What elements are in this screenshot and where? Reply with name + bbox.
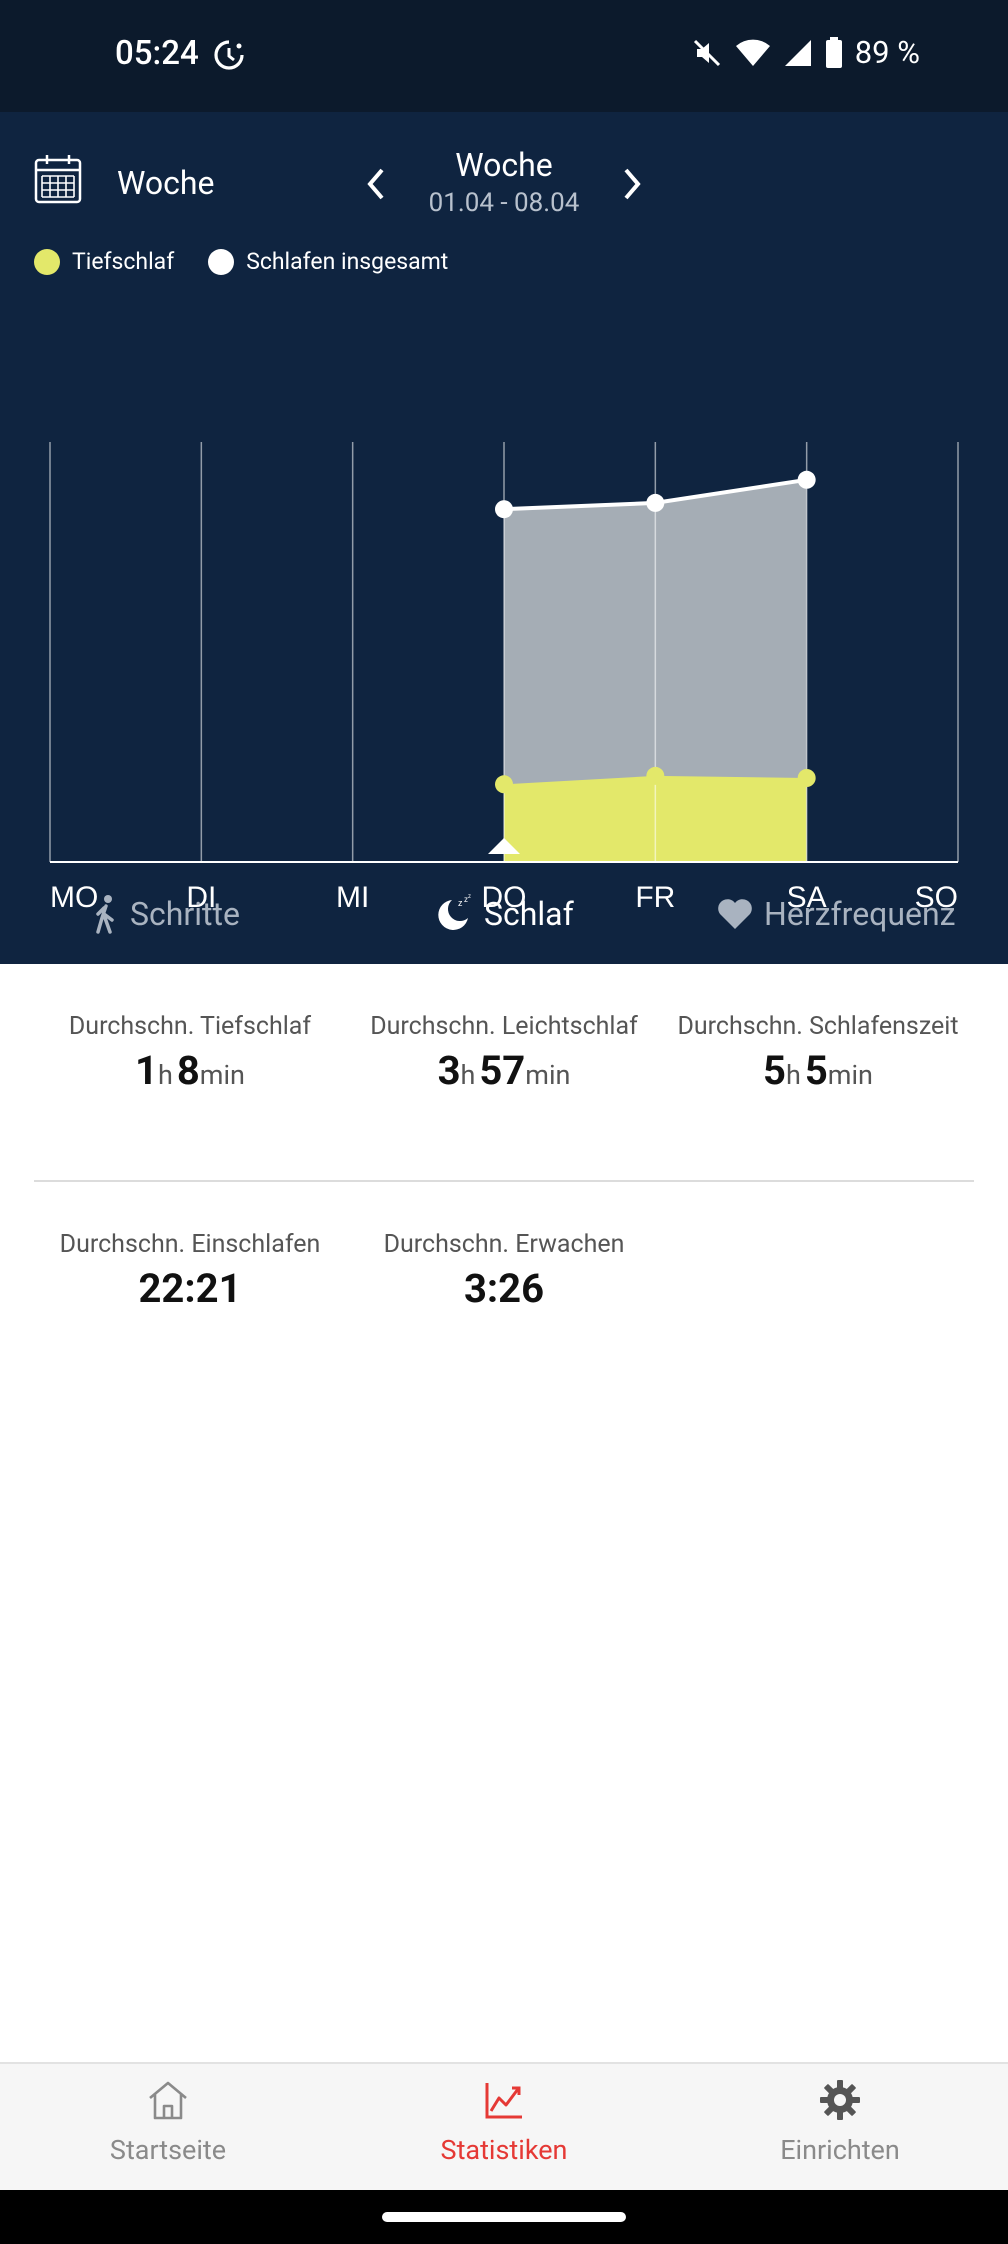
sleep-area-chart: MO DI MI DO FR SA SO [49,442,959,914]
mute-icon [693,39,720,66]
stat-light-sleep: Durchschn. Leichtschlaf 3h 57min [354,1012,654,1094]
legend-item-deep-sleep: Tiefschlaf [34,248,174,275]
legend-swatch-total-sleep [208,248,235,275]
svg-text:z: z [464,895,468,904]
period-title: Woche [455,146,553,184]
stat-deep-sleep: Durchschn. Tiefschlaf 1h 8min [40,1012,340,1094]
stat-wake-value: 3:26 [463,1265,545,1312]
unit-h: h [786,1059,801,1091]
svg-text:z: z [458,898,463,908]
legend-label-total-sleep: Schlafen insgesamt [246,248,449,275]
tab-heart-rate[interactable]: Herzfrequenz [716,864,956,964]
deep-sleep-point-fr [646,766,665,785]
nav-home-label: Startseite [109,2134,227,2166]
nav-home[interactable]: Startseite [0,2064,336,2192]
legend-label-deep-sleep: Tiefschlaf [72,248,175,275]
stat-wake-label: Durchschn. Erwachen [383,1230,625,1259]
stat-deep-sleep-value: 1h 8min [40,1047,340,1094]
x-tick-label-mo: MO [50,881,98,914]
x-tick-label-di: DI [186,881,216,914]
legend-item-total-sleep: Schlafen insgesamt [208,248,448,275]
bottom-navigation: Startseite Statistiken Einrichten [0,2062,1008,2190]
x-tick-label-sa: SA [787,881,827,914]
stat-light-sleep-label: Durchschn. Leichtschlaf [370,1012,638,1041]
x-tick-label-fr: FR [635,881,675,914]
stat-fall-asleep-label: Durchschn. Einschlafen [59,1230,321,1259]
calendar-icon[interactable] [34,154,82,204]
nav-setup[interactable]: Einrichten [672,2064,1008,2192]
home-gesture-handle[interactable] [382,2212,626,2222]
unit-min: min [199,1059,245,1091]
total-sleep-point-do [495,500,513,519]
walking-icon [96,895,114,934]
status-time: 05:24 [115,34,199,73]
period-range: 01.04 - 08.04 [428,188,580,218]
light-hours: 3 [437,1047,461,1094]
stats-divider [34,1180,974,1182]
chart-icon [485,2083,522,2119]
x-tick-label-so: SO [915,881,958,914]
moon-icon: z z z [438,894,471,930]
stat-fall-asleep-value: 22:21 [138,1265,242,1312]
tab-steps-label: Schritte [130,895,240,933]
legend-swatch-deep-sleep [34,248,60,275]
battery-icon [825,36,842,68]
signal-icon [784,39,811,66]
unit-min: min [827,1059,873,1091]
stat-fall-asleep: Durchschn. Einschlafen 22:21 [40,1230,340,1312]
stat-total-sleep-label: Durchschn. Schlafenszeit [677,1012,959,1041]
total-sleep-point-fr [646,493,665,512]
stat-wake: Durchschn. Erwachen 3:26 [354,1230,654,1312]
total-hours: 5 [763,1047,786,1094]
nav-statistics-label: Statistiken [440,2134,568,2166]
deep-minutes: 8 [176,1047,200,1094]
chevron-left-icon[interactable] [362,164,390,204]
heart-icon [718,899,752,929]
unit-h: h [460,1059,476,1091]
tab-heart-rate-label: Herzfrequenz [764,895,956,933]
status-bar: 05:24 89 % [0,0,1008,112]
stat-total-sleep: Durchschn. Schlafenszeit 5h 5min [666,1012,970,1094]
nav-statistics[interactable]: Statistiken [336,2064,672,2192]
status-icons: 89 % [691,34,920,71]
unit-min: min [525,1059,571,1091]
period-selector[interactable]: Woche [117,164,215,202]
nav-setup-label: Einrichten [780,2134,900,2166]
wifi-icon [735,39,770,66]
x-tick-label-mi: MI [336,881,369,914]
unit-h: h [158,1059,173,1091]
stat-deep-sleep-label: Durchschn. Tiefschlaf [68,1012,312,1041]
total-sleep-point-sa [797,470,816,489]
deep-sleep-point-sa [797,769,816,787]
tab-sleep-label: Schlaf [484,895,574,933]
deep-hours: 1 [135,1047,158,1094]
home-icon [149,2081,187,2120]
deep-sleep-point-do [495,775,513,794]
x-tick-label-do: DO [482,881,527,914]
gear-icon [820,2080,860,2120]
chart-legend: Tiefschlaf Schlafen insgesamt [34,248,482,275]
gesture-bar [0,2190,1008,2244]
stat-light-sleep-value: 3h 57min [354,1047,654,1094]
metric-tabs: Schritte z z z Schlaf Herzfrequenz [0,864,1008,964]
light-minutes: 57 [479,1047,526,1094]
stat-total-sleep-value: 5h 5min [666,1047,970,1094]
total-minutes: 5 [804,1047,828,1094]
tab-steps[interactable]: Schritte [92,864,240,964]
battery-level: 89 % [854,34,920,71]
chevron-right-icon[interactable] [618,164,646,204]
stats-header-panel: Woche Woche 01.04 - 08.04 Tiefschlaf Sch… [0,112,1008,964]
svg-text:z: z [468,894,471,900]
bedtime-icon [214,40,244,70]
active-tab-indicator [488,838,520,854]
tab-sleep[interactable]: z z z Schlaf [434,864,574,964]
